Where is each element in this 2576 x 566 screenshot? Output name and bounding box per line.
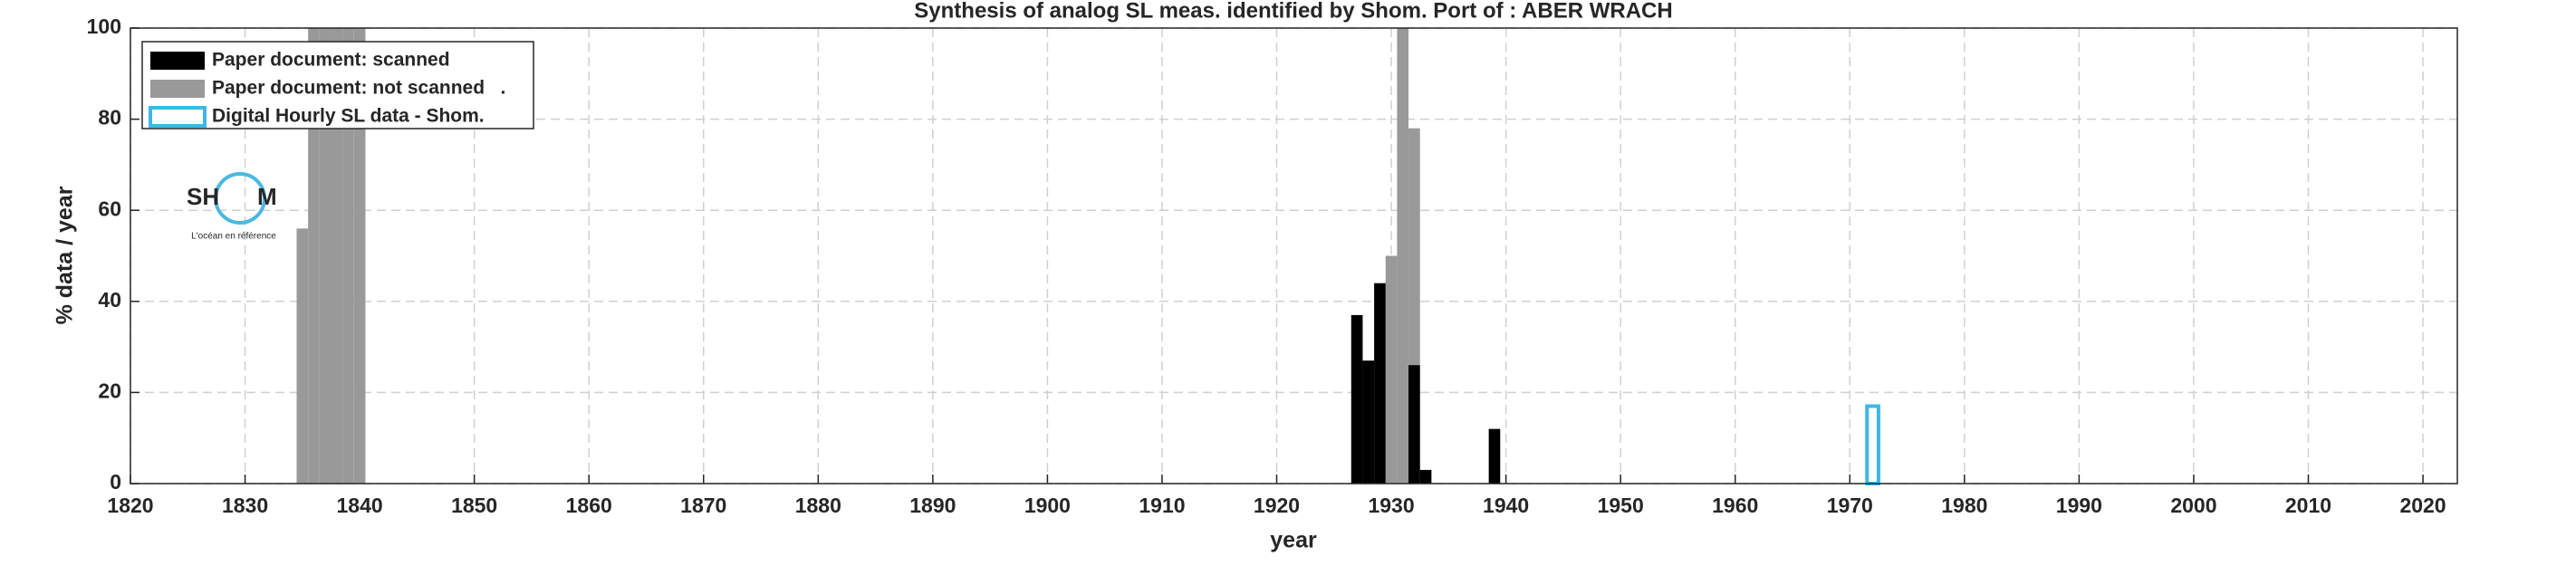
- x-tick-label: 1930: [1368, 494, 1414, 517]
- x-tick-label: 1880: [795, 494, 841, 517]
- x-tick-label: 1980: [1941, 494, 1987, 517]
- x-tick-label: 1990: [2056, 494, 2102, 517]
- x-tick-label: 1910: [1139, 494, 1185, 517]
- y-tick-label: 0: [110, 470, 121, 494]
- y-axis-label: % data / year: [53, 186, 78, 324]
- x-tick-label: 1850: [451, 494, 497, 517]
- x-tick-label: 1970: [1827, 494, 1873, 517]
- bar: [1350, 314, 1363, 484]
- x-tick-label: 2010: [2285, 494, 2331, 517]
- bar: [1385, 255, 1398, 484]
- bar: [319, 28, 332, 484]
- legend-swatch: [149, 106, 207, 128]
- logo-ring: [214, 172, 266, 225]
- y-tick-label: 80: [98, 106, 121, 130]
- bar: [1408, 365, 1420, 484]
- bar: [342, 28, 354, 484]
- bar: [308, 28, 320, 484]
- legend-label: Paper document: not scanned .: [212, 78, 505, 99]
- legend-box: [141, 41, 534, 130]
- logo: SH M L'océan en référence: [187, 172, 277, 242]
- logo-text: M: [257, 183, 277, 210]
- legend-swatch: [150, 80, 205, 98]
- x-tick-label: 1820: [107, 494, 153, 517]
- bar: [1397, 28, 1409, 484]
- bar: [331, 28, 343, 484]
- legend: Paper document: scanned Paper document: n…: [141, 41, 534, 130]
- y-tick-label: 100: [87, 14, 121, 38]
- x-tick-label: 1940: [1483, 494, 1529, 517]
- x-tick-label: 1950: [1598, 494, 1644, 517]
- bar: [353, 28, 366, 484]
- x-tick-label: 1860: [566, 494, 612, 517]
- bar: [1362, 360, 1375, 484]
- legend-label: Digital Hourly SL data - Shom.: [212, 106, 485, 127]
- logo-tagline: L'océan en référence: [191, 232, 276, 242]
- x-tick-label: 1830: [222, 494, 268, 517]
- x-tick-label: 1960: [1712, 494, 1758, 517]
- bar: [1488, 428, 1501, 484]
- bar: [1419, 469, 1432, 484]
- x-tick-label: 1870: [680, 494, 726, 517]
- axes-frame: [130, 27, 2458, 484]
- y-tick-label: 40: [98, 288, 121, 312]
- x-tick-label: 2000: [2170, 494, 2216, 517]
- x-tick-label: 1900: [1024, 494, 1071, 517]
- y-tick-label: 20: [98, 379, 121, 402]
- bar: [1374, 283, 1386, 484]
- logo-text: SH: [187, 183, 219, 210]
- x-tick-label: 1920: [1254, 494, 1300, 517]
- legend-swatch: [150, 52, 205, 70]
- x-tick-label: 1840: [337, 494, 383, 517]
- x-tick-label: 1890: [909, 494, 956, 517]
- y-tick-label: 60: [98, 197, 121, 220]
- chart-title: Synthesis of analog SL meas. identified …: [914, 0, 1672, 23]
- x-tick-label: 2020: [2399, 494, 2446, 517]
- x-axis-label: year: [1270, 528, 1317, 553]
- legend-label: Paper document: scanned: [212, 50, 450, 71]
- bar: [296, 228, 309, 484]
